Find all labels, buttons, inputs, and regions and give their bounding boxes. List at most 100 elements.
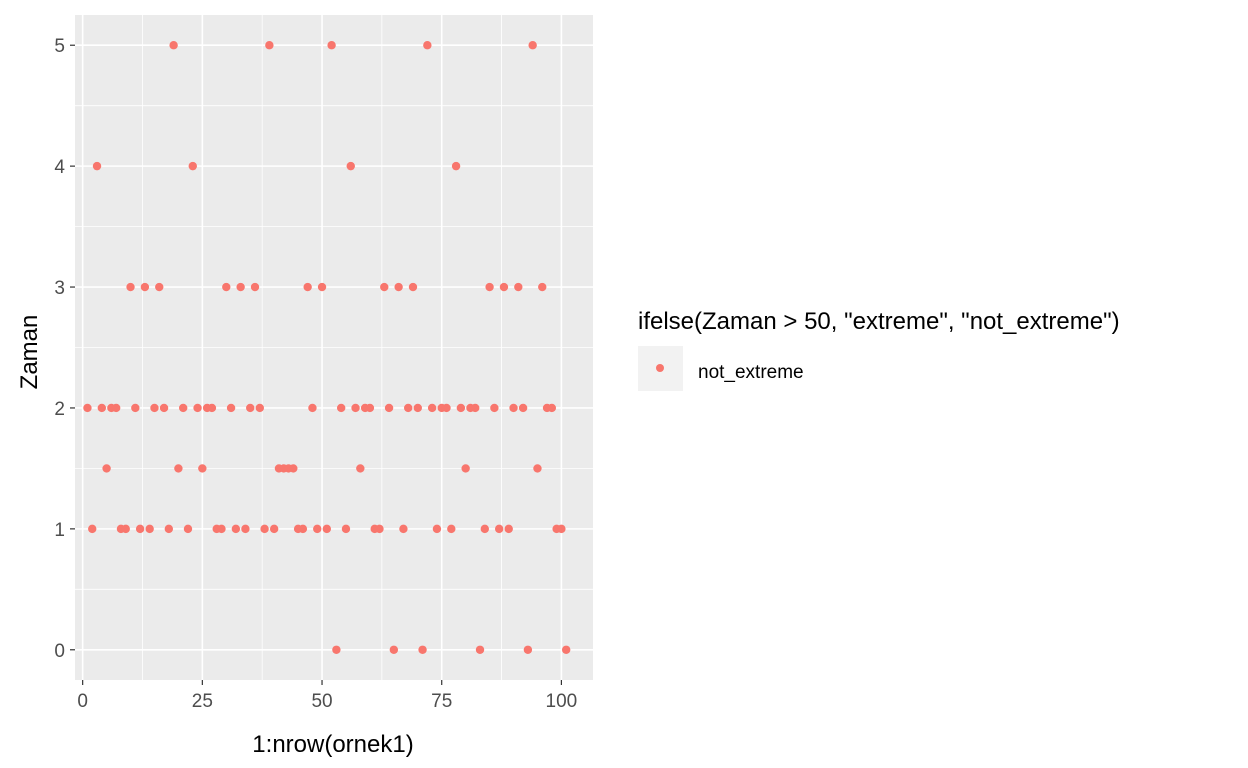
data-point	[308, 403, 317, 413]
data-point	[490, 403, 499, 413]
data-point	[255, 403, 264, 413]
data-point	[547, 403, 557, 413]
data-point	[533, 464, 542, 473]
data-point	[265, 41, 274, 50]
data-point	[327, 41, 336, 50]
minor-gridlines	[75, 15, 593, 680]
data-point	[140, 282, 150, 292]
data-point	[442, 403, 451, 413]
y-tick-label: 5	[54, 36, 65, 57]
data-point	[155, 282, 164, 292]
data-point	[188, 161, 197, 171]
data-point	[178, 403, 188, 413]
data-point	[92, 161, 102, 171]
data-point	[418, 645, 427, 654]
data-point	[561, 645, 571, 654]
data-point	[499, 282, 509, 292]
data-point	[332, 645, 341, 654]
data-point	[174, 464, 183, 473]
data-point	[389, 645, 399, 654]
data-point	[217, 524, 226, 534]
data-point	[260, 524, 269, 534]
data-point	[121, 524, 130, 534]
data-point	[346, 161, 355, 171]
y-tick-label: 0	[54, 641, 65, 662]
y-tick-label: 4	[54, 157, 65, 178]
y-tick-label: 3	[54, 278, 65, 299]
y-axis-title: Zaman	[16, 315, 43, 390]
data-point	[150, 403, 159, 413]
data-point	[518, 403, 528, 413]
data-point	[198, 464, 207, 473]
data-point	[399, 524, 408, 534]
data-point	[485, 282, 494, 292]
data-point	[226, 403, 236, 413]
data-point	[557, 524, 566, 534]
x-tick-label: 75	[431, 691, 452, 712]
data-point	[88, 524, 97, 534]
data-point	[427, 403, 437, 413]
legend-label-not-extreme: not_extreme	[698, 362, 804, 383]
data-point	[514, 282, 523, 292]
data-point	[447, 524, 456, 534]
y-tick-label: 1	[54, 520, 65, 541]
legend: ifelse(Zaman > 50, "extreme", "not_extre…	[638, 308, 1120, 391]
data-point	[509, 403, 518, 413]
data-point	[394, 282, 403, 292]
data-point	[413, 403, 422, 413]
data-point	[126, 282, 135, 292]
data-point	[169, 41, 178, 50]
data-point	[222, 282, 231, 292]
data-point	[317, 282, 327, 292]
x-tick-label: 0	[77, 691, 88, 712]
data-point	[131, 403, 140, 413]
data-point	[111, 403, 121, 413]
data-point	[289, 464, 298, 473]
x-axis-ticks: 0 25 50 75 100	[77, 680, 577, 712]
data-point	[475, 645, 485, 654]
data-point	[145, 524, 154, 534]
data-point	[159, 403, 169, 413]
data-point	[322, 524, 332, 534]
data-point	[269, 524, 279, 534]
data-point	[183, 524, 193, 534]
data-point	[471, 403, 480, 413]
data-point	[207, 403, 217, 413]
data-point	[231, 524, 241, 534]
data-point	[404, 403, 413, 413]
data-point	[356, 464, 365, 473]
data-point	[523, 645, 533, 654]
x-tick-label: 100	[546, 691, 578, 712]
data-point	[135, 524, 145, 534]
x-axis-title: 1:nrow(ornek1)	[252, 731, 413, 758]
data-point	[193, 403, 202, 413]
data-point	[494, 524, 504, 534]
data-point	[365, 403, 375, 413]
data-point	[461, 464, 470, 473]
data-point	[451, 161, 461, 171]
data-point	[303, 282, 312, 292]
data-point	[423, 41, 432, 50]
x-tick-label: 50	[311, 691, 332, 712]
data-point	[408, 282, 418, 292]
data-points	[83, 41, 571, 654]
y-tick-label: 2	[54, 399, 65, 420]
data-point	[336, 403, 346, 413]
data-point	[432, 524, 442, 534]
data-point	[241, 524, 250, 534]
data-point	[97, 403, 107, 413]
data-point	[528, 41, 537, 50]
data-point	[538, 282, 547, 292]
data-point	[341, 524, 351, 534]
data-point	[480, 524, 490, 534]
data-point	[351, 403, 360, 413]
data-point	[384, 403, 394, 413]
data-point	[375, 524, 384, 534]
data-point	[380, 282, 389, 292]
legend-title: ifelse(Zaman > 50, "extreme", "not_extre…	[638, 308, 1120, 335]
legend-key-point	[656, 364, 664, 372]
data-point	[246, 403, 255, 413]
data-point	[456, 403, 466, 413]
x-tick-label: 25	[192, 691, 213, 712]
